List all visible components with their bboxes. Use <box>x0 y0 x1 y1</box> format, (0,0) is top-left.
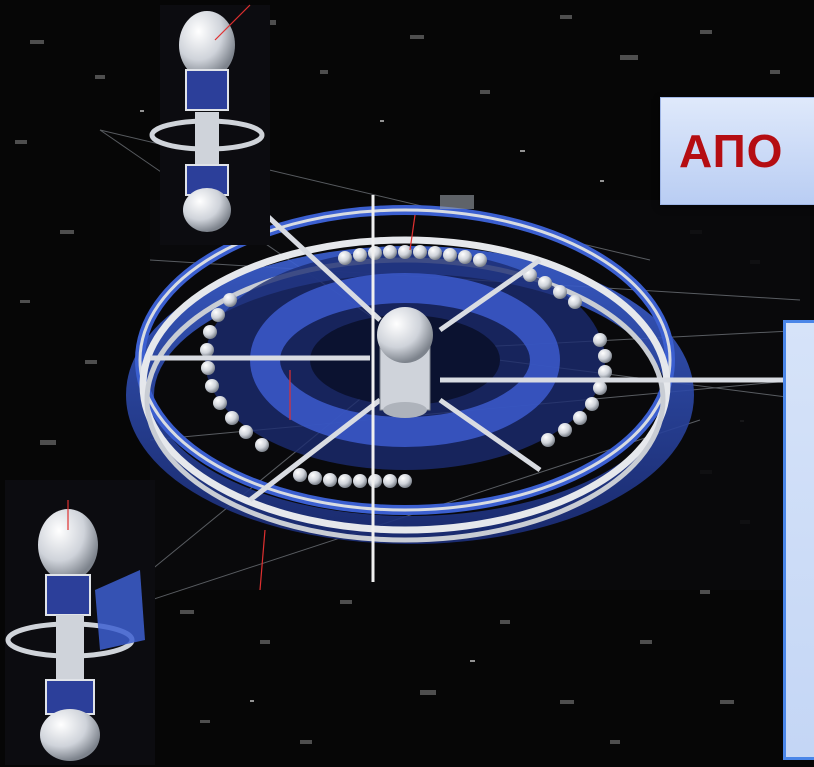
bottom-module <box>5 480 155 765</box>
habitat-spheres <box>200 245 612 488</box>
central-hub <box>377 307 433 418</box>
slide-title-box: АПО <box>660 97 814 205</box>
station-label-tab <box>440 195 474 209</box>
slide-title: АПО <box>679 125 784 177</box>
spokes <box>150 198 810 502</box>
red-annotation-arrows <box>67 4 416 591</box>
side-text-panel <box>783 320 814 760</box>
top-module <box>149 5 270 245</box>
